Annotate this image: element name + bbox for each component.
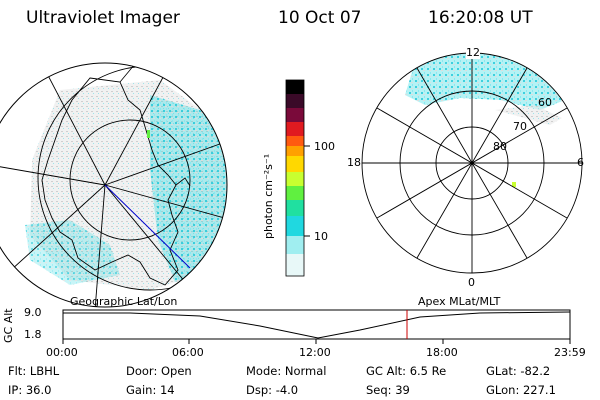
info-mode: Mode: Normal — [246, 364, 327, 378]
sun-direction-line — [104, 184, 191, 269]
time-label: 16:20:08 UT — [428, 8, 533, 28]
timeline-ytick-top: 9.0 — [24, 306, 42, 319]
info-door: Door: Open — [126, 364, 192, 378]
left-map-border — [0, 62, 228, 308]
timeline-xtick: 12:00 — [299, 346, 331, 359]
info-seq: Seq: 39 — [366, 383, 410, 397]
colorbar-tick-100: 100 — [314, 140, 335, 153]
mlt-label-bottom: 0 — [468, 276, 475, 289]
info-gain: Gain: 14 — [126, 383, 175, 397]
timeline-xtick: 06:00 — [172, 346, 204, 359]
timeline-ytick-bottom: 1.8 — [24, 328, 42, 341]
color-bar — [285, 79, 310, 277]
info-glat: GLat: -82.2 — [486, 364, 551, 378]
mlt-label-right: 6 — [577, 156, 584, 169]
info-flt: Flt: LBHL — [8, 364, 60, 378]
mlt-label-left: 18 — [347, 156, 361, 169]
mlat-label-60: 60 — [538, 96, 552, 109]
mlat-label-80: 80 — [493, 140, 507, 153]
left-map-label: Geographic Lat/Lon — [70, 295, 178, 308]
timeline-xtick: 23:59 — [554, 346, 586, 359]
mlat-label-70: 70 — [513, 120, 527, 133]
colorbar-unit-label: photon cm⁻²s⁻¹ — [262, 153, 275, 239]
timeline-frame — [62, 309, 571, 340]
timeline-xtick: 18:00 — [426, 346, 458, 359]
timeline-xtick: 00:00 — [46, 346, 78, 359]
aurora-emission-right-faint — [495, 105, 562, 125]
bright-spot — [132, 63, 135, 65]
altitude-timeline — [62, 309, 571, 344]
mlt-label-top: 12 — [466, 46, 480, 59]
geographic-map — [0, 62, 228, 308]
right-map-label: Apex MLat/MLT — [418, 295, 501, 308]
bright-spot — [512, 182, 516, 187]
colorbar-tick-10: 10 — [314, 230, 328, 243]
altitude-curve — [63, 311, 571, 339]
info-dsp: Dsp: -4.0 — [246, 383, 299, 397]
coastline — [41, 77, 179, 286]
instrument-title: Ultraviolet Imager — [26, 8, 180, 28]
info-gc-alt: GC Alt: 6.5 Re — [366, 364, 447, 378]
magnetic-map — [361, 52, 583, 274]
timeline-y-axis-label: GC Alt — [2, 308, 15, 343]
bright-spot — [147, 130, 150, 138]
info-ip: IP: 36.0 — [8, 383, 52, 397]
info-glon: GLon: 227.1 — [486, 383, 556, 397]
date-label: 10 Oct 07 — [278, 8, 362, 28]
aurora-emission-left — [150, 95, 227, 282]
mlt-meridian — [416, 67, 528, 259]
